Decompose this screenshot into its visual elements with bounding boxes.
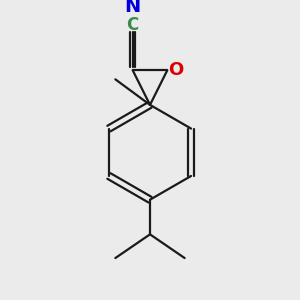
Text: C: C	[127, 16, 139, 34]
Text: O: O	[168, 61, 183, 79]
Text: N: N	[124, 0, 141, 16]
